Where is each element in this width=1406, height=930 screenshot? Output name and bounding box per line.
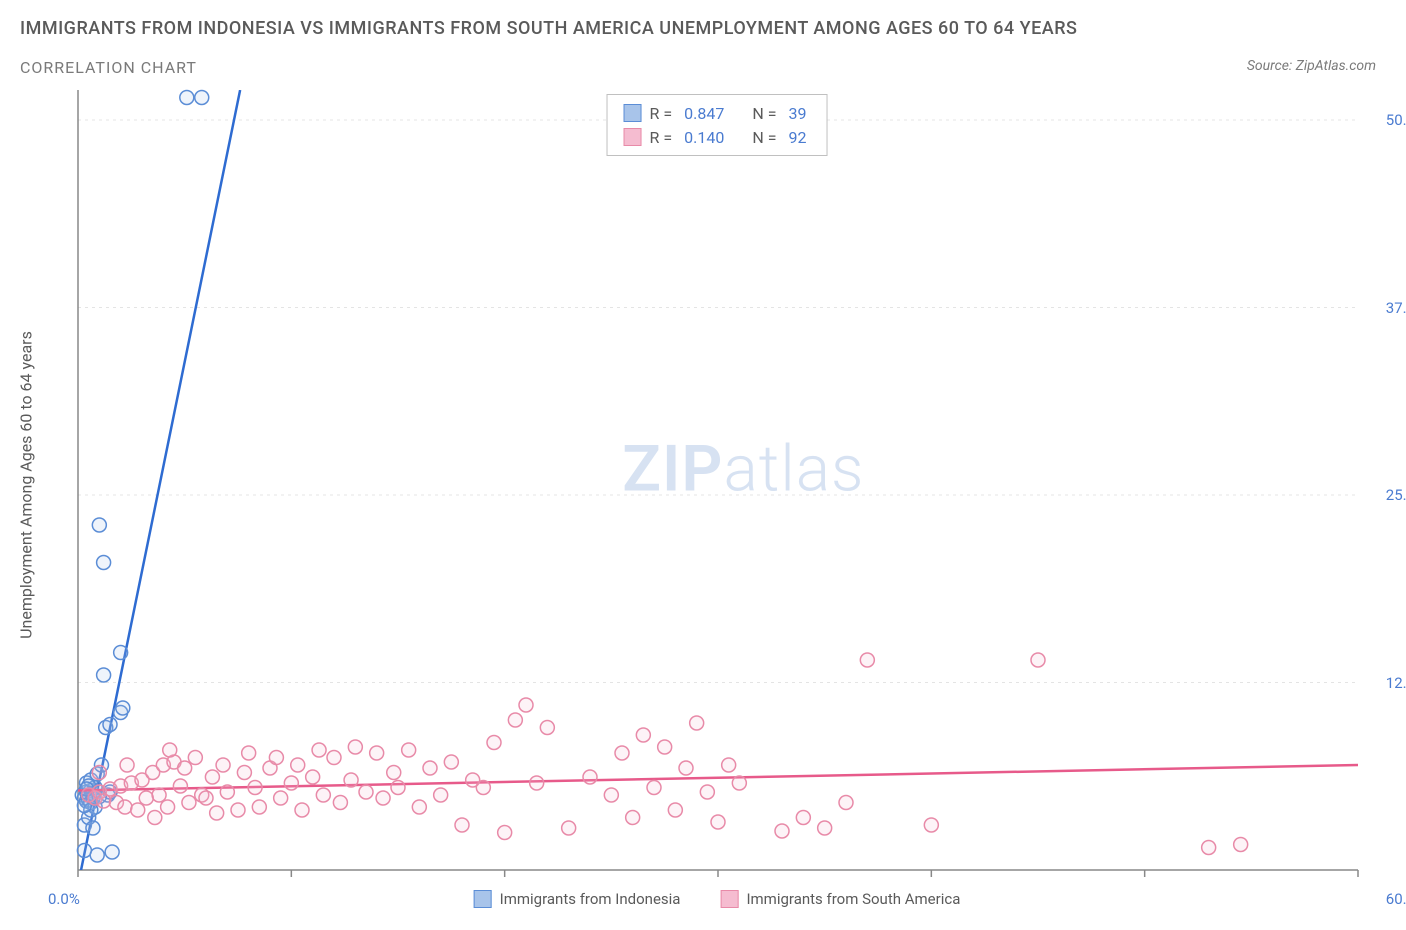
legend-n-label: N = bbox=[752, 104, 776, 123]
bottom-legend-south-america: Immigrants from South America bbox=[720, 890, 960, 908]
legend-r-val-2: 0.140 bbox=[684, 128, 724, 147]
legend-n-val-1: 39 bbox=[788, 104, 806, 123]
chart-area: Unemployment Among Ages 60 to 64 years Z… bbox=[58, 90, 1376, 880]
chart-title-main: IMMIGRANTS FROM INDONESIA VS IMMIGRANTS … bbox=[20, 18, 1077, 39]
bottom-swatch-south-america bbox=[720, 890, 738, 908]
bottom-legend-label-2: Immigrants from South America bbox=[746, 890, 960, 908]
correlation-legend: R = 0.847 N = 39 R = 0.140 N = 92 bbox=[607, 94, 828, 156]
y-tick-label: 37.5% bbox=[1386, 299, 1406, 317]
legend-row-indonesia: R = 0.847 N = 39 bbox=[624, 101, 811, 125]
source-attribution: Source: ZipAtlas.com bbox=[1247, 58, 1376, 74]
y-tick-label: 25.0% bbox=[1386, 486, 1406, 504]
legend-r-val-1: 0.847 bbox=[684, 104, 724, 123]
legend-swatch-south-america bbox=[624, 128, 642, 146]
legend-row-south-america: R = 0.140 N = 92 bbox=[624, 125, 811, 149]
bottom-swatch-indonesia bbox=[474, 890, 492, 908]
scatter-chart-svg bbox=[58, 90, 1376, 880]
y-tick-label: 50.0% bbox=[1386, 111, 1406, 129]
bottom-legend: Immigrants from Indonesia Immigrants fro… bbox=[474, 890, 961, 908]
bottom-legend-indonesia: Immigrants from Indonesia bbox=[474, 890, 681, 908]
x-axis-min-label: 0.0% bbox=[48, 890, 80, 908]
legend-r-label: R = bbox=[650, 104, 673, 123]
legend-r-label-2: R = bbox=[650, 128, 673, 147]
x-axis-max-label: 60.0% bbox=[1386, 890, 1406, 908]
bottom-legend-label-1: Immigrants from Indonesia bbox=[500, 890, 681, 908]
y-tick-label: 12.5% bbox=[1386, 674, 1406, 692]
legend-n-val-2: 92 bbox=[788, 128, 806, 147]
legend-n-label-2: N = bbox=[752, 128, 776, 147]
legend-swatch-indonesia bbox=[624, 104, 642, 122]
chart-title-sub: CORRELATION CHART bbox=[20, 58, 197, 77]
y-axis-label: Unemployment Among Ages 60 to 64 years bbox=[17, 331, 36, 639]
